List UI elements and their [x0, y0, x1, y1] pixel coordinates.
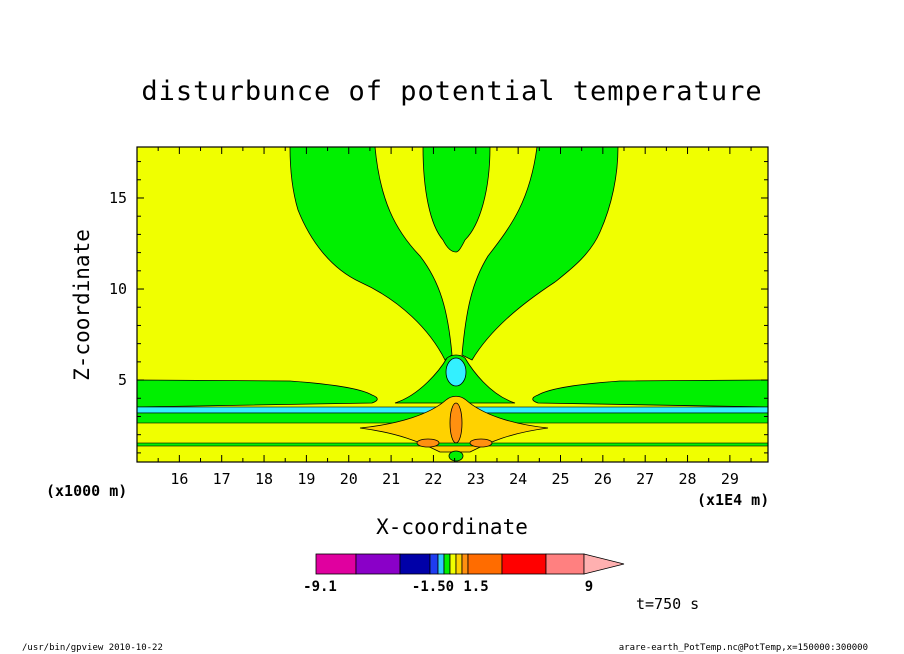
time-label: t=750 s [636, 595, 700, 613]
x-tick-label: 18 [255, 470, 273, 488]
colorbar-label-min: -9.1 [303, 579, 337, 595]
colorbar-swatch [355, 553, 401, 575]
lower-green-band [137, 379, 768, 408]
plot-frame [136, 146, 769, 463]
colorbar-swatch [449, 553, 457, 575]
chart-title: disturbunce of potential temperature [141, 76, 763, 107]
x-tick-label: 28 [679, 470, 697, 488]
colorbar-label-pos: 1.5 [463, 579, 489, 595]
x-tick-label: 19 [297, 470, 315, 488]
x-tick-label: 27 [636, 470, 654, 488]
orange-lobe-right [469, 438, 493, 448]
colorbar [315, 553, 625, 575]
x-axis-label: X-coordinate [376, 515, 528, 539]
colorbar-label-neg: -1.50 [411, 579, 455, 595]
x-tick-label: 23 [467, 470, 485, 488]
colorbar-swatch [315, 553, 357, 575]
colorbar-swatch [429, 553, 439, 575]
y-axis-unit: (x1000 m) [46, 482, 128, 500]
y-tick-label: 10 [109, 280, 127, 298]
orange-lobe-left [416, 438, 440, 448]
colorbar-swatch [545, 553, 585, 575]
colorbar-swatch [461, 553, 469, 575]
x-tick-label: 22 [424, 470, 442, 488]
colorbar-swatch [455, 553, 463, 575]
colorbar-label-max: 9 [584, 579, 594, 595]
y-axis-ticks: 5 10 15 [109, 161, 768, 454]
y-axis-label: Z-coordinate [70, 229, 94, 381]
colorbar-swatch [501, 553, 547, 575]
right-green-plume [461, 147, 619, 361]
x-tick-label: 16 [170, 470, 188, 488]
colorbar-swatch [399, 553, 431, 575]
x-axis-ticks: 16 17 18 19 20 21 22 23 24 25 26 27 28 29 [136, 147, 752, 488]
x-axis-unit: (x1E4 m) [697, 491, 770, 509]
footer-left: /usr/bin/gpview 2010-10-22 [22, 643, 163, 653]
cyan-blob [445, 357, 467, 387]
x-tick-label: 21 [382, 470, 400, 488]
contour-layers [137, 147, 768, 462]
y-tick-label: 15 [109, 189, 127, 207]
colorbar-swatch [437, 553, 445, 575]
left-green-plume [289, 147, 453, 361]
x-tick-label: 25 [551, 470, 569, 488]
x-tick-label: 20 [340, 470, 358, 488]
center-green-column [422, 147, 491, 253]
footer-right: arare-earth_PotTemp.nc@PotTemp,x=150000:… [618, 643, 868, 653]
x-tick-label: 29 [721, 470, 739, 488]
x-tick-label: 26 [594, 470, 612, 488]
y-tick-label: 5 [118, 371, 127, 389]
colorbar-swatch [467, 553, 503, 575]
colorbar-swatch [443, 553, 451, 575]
x-tick-label: 17 [213, 470, 231, 488]
bottom-green-dot [448, 450, 464, 462]
x-tick-label: 24 [509, 470, 527, 488]
orange-core [449, 402, 463, 444]
lower-thin-band [137, 442, 768, 447]
colorbar-arrow [583, 553, 625, 575]
